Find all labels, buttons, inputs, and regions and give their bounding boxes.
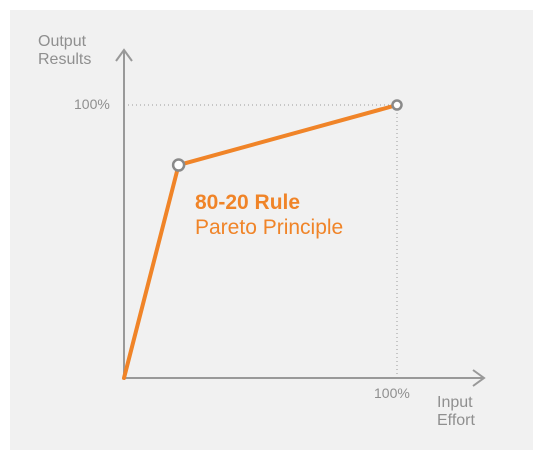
series-layer: [122, 103, 399, 380]
chart-background: [10, 10, 533, 450]
series-line-0: [122, 103, 399, 380]
y-axis-label-line-1: Output: [38, 33, 87, 50]
chart-title: 80-20 Rule: [195, 191, 300, 214]
guide-lines: [124, 104, 398, 378]
x-axis-label-line-1: Input: [437, 394, 473, 411]
chart-subtitle: Pareto Principle: [195, 216, 343, 239]
x-axis-arrowhead: [472, 369, 486, 387]
x-axis-label-line-2: Effort: [437, 412, 476, 429]
x-tick-label-100: 100%: [374, 385, 410, 401]
y-axis-arrowhead: [115, 48, 133, 62]
marker-layer: [171, 99, 403, 172]
y-axis-label-line-2: Results: [38, 51, 91, 68]
y-tick-label-100: 100%: [74, 96, 110, 112]
axes: [115, 48, 486, 387]
marker-1: [391, 99, 403, 111]
marker-0: [171, 158, 186, 172]
